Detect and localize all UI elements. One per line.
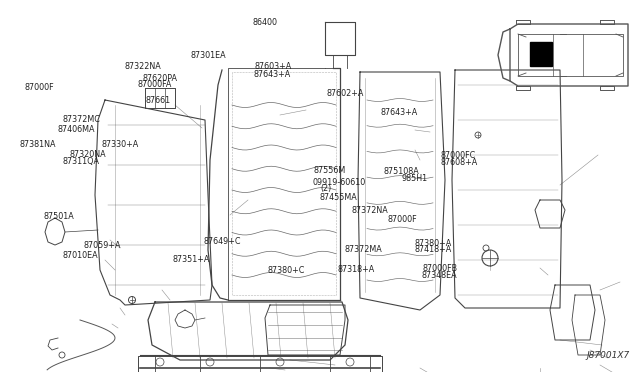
Text: (2): (2) (320, 185, 332, 193)
Text: 86400: 86400 (253, 18, 278, 27)
Text: 87301EA: 87301EA (191, 51, 227, 60)
Text: 87348EA: 87348EA (421, 271, 457, 280)
Text: 87556M: 87556M (314, 166, 346, 175)
Text: 87608+A: 87608+A (440, 158, 477, 167)
Text: 87649+C: 87649+C (204, 237, 241, 246)
Text: 87418+A: 87418+A (415, 246, 452, 254)
Text: 87643+A: 87643+A (381, 108, 418, 117)
Text: 87322NA: 87322NA (125, 62, 161, 71)
Text: 87000FB: 87000FB (422, 264, 458, 273)
Text: J87001X7: J87001X7 (587, 351, 630, 360)
Text: 87000FC: 87000FC (440, 151, 476, 160)
Text: 87501A: 87501A (44, 212, 74, 221)
Text: 87000FA: 87000FA (138, 80, 172, 89)
Text: 87602+A: 87602+A (326, 89, 364, 98)
Text: 87455MA: 87455MA (320, 193, 358, 202)
Text: 87643+A: 87643+A (253, 70, 291, 79)
Text: 87372MA: 87372MA (344, 246, 382, 254)
Text: 87330+A: 87330+A (101, 140, 138, 149)
Text: 87372NA: 87372NA (352, 206, 388, 215)
Text: 87620PA: 87620PA (142, 74, 177, 83)
Text: 87661: 87661 (146, 96, 171, 105)
Text: 87380+C: 87380+C (268, 266, 305, 275)
Text: 87381NA: 87381NA (19, 140, 56, 149)
Text: 87320NA: 87320NA (69, 150, 106, 159)
Text: 87000F: 87000F (387, 215, 417, 224)
Text: 985H1: 985H1 (402, 174, 428, 183)
Text: 875108A: 875108A (384, 167, 420, 176)
Text: 87380+A: 87380+A (415, 239, 452, 248)
Text: 87059+A: 87059+A (83, 241, 121, 250)
Text: 87311QA: 87311QA (63, 157, 100, 166)
Text: 87351+A: 87351+A (173, 255, 210, 264)
Text: 09919-60610: 09919-60610 (312, 178, 365, 187)
Text: 87406MA: 87406MA (58, 125, 95, 134)
Text: 87000F: 87000F (24, 83, 54, 92)
Text: 87603+A: 87603+A (255, 62, 292, 71)
Text: 87372MC: 87372MC (63, 115, 100, 124)
Text: 87318+A: 87318+A (338, 265, 375, 274)
Bar (530, 42, 552, 66)
Text: 87010EA: 87010EA (63, 251, 99, 260)
